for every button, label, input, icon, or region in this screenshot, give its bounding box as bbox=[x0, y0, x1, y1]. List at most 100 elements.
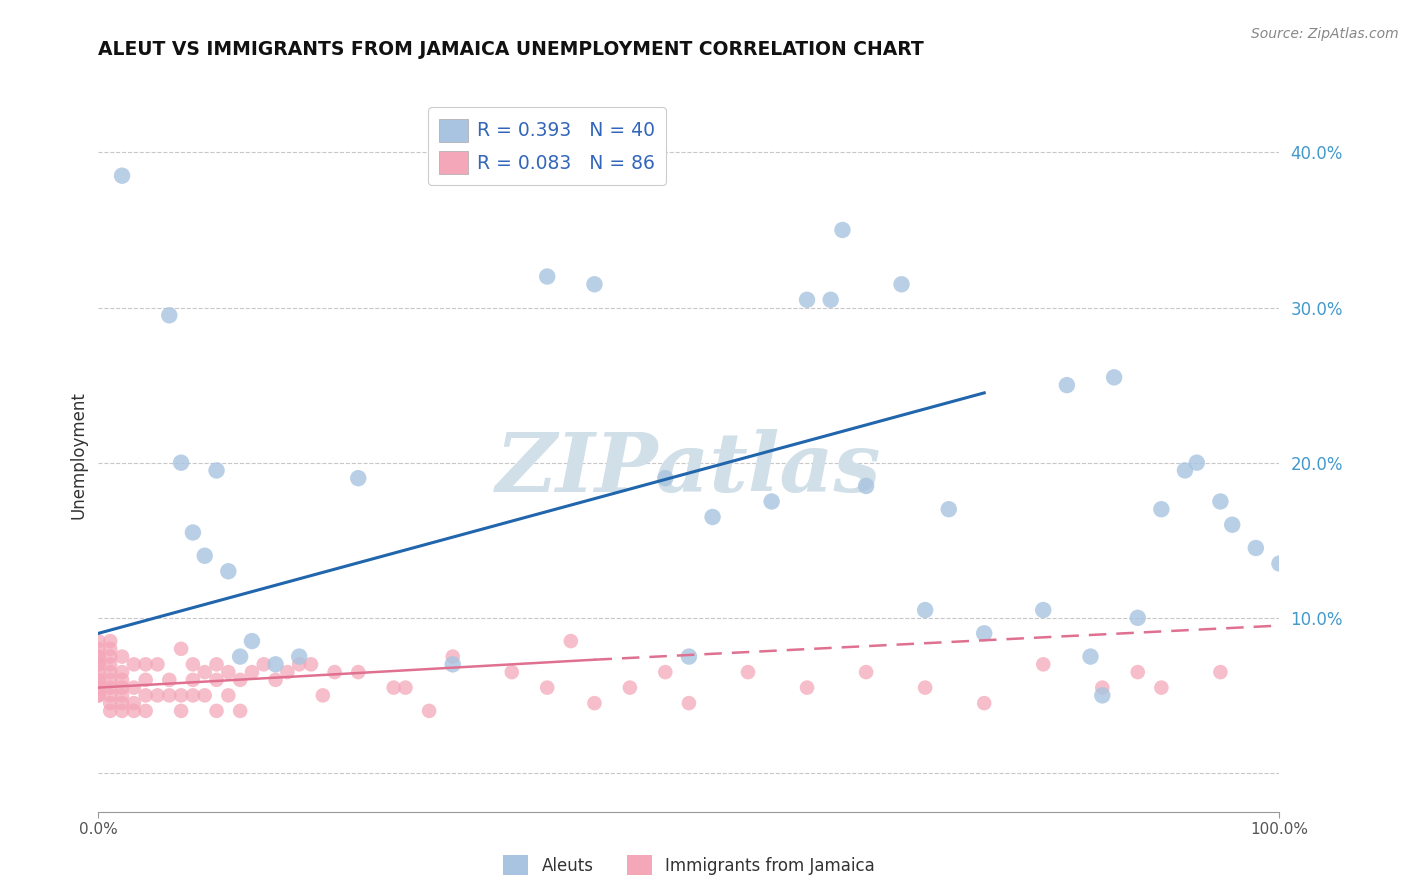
Point bbox=[170, 689, 193, 703]
Point bbox=[98, 641, 121, 656]
Y-axis label: Unemployment: Unemployment bbox=[69, 391, 87, 519]
Point bbox=[146, 657, 169, 672]
Point bbox=[820, 293, 842, 307]
Point bbox=[135, 689, 157, 703]
Point bbox=[382, 681, 405, 695]
Point bbox=[194, 549, 217, 563]
Point bbox=[87, 689, 110, 703]
Point bbox=[205, 673, 228, 687]
Point bbox=[181, 689, 204, 703]
Point bbox=[1126, 611, 1149, 625]
Point bbox=[157, 673, 180, 687]
Point bbox=[796, 681, 818, 695]
Point bbox=[157, 689, 180, 703]
Point bbox=[418, 704, 440, 718]
Text: ALEUT VS IMMIGRANTS FROM JAMAICA UNEMPLOYMENT CORRELATION CHART: ALEUT VS IMMIGRANTS FROM JAMAICA UNEMPLO… bbox=[98, 40, 924, 59]
Point bbox=[170, 456, 193, 470]
Point bbox=[737, 665, 759, 679]
Point bbox=[181, 657, 204, 672]
Point bbox=[87, 657, 110, 672]
Point bbox=[135, 673, 157, 687]
Point bbox=[229, 704, 252, 718]
Point bbox=[217, 665, 239, 679]
Point bbox=[135, 704, 157, 718]
Point bbox=[111, 673, 134, 687]
Point bbox=[98, 696, 121, 710]
Point bbox=[98, 657, 121, 672]
Point bbox=[678, 649, 700, 664]
Point bbox=[1091, 681, 1114, 695]
Point bbox=[122, 704, 145, 718]
Point bbox=[347, 471, 370, 485]
Point bbox=[890, 277, 912, 292]
Point bbox=[98, 634, 121, 648]
Point bbox=[1174, 463, 1197, 477]
Point bbox=[98, 673, 121, 687]
Point bbox=[761, 494, 783, 508]
Point bbox=[253, 657, 276, 672]
Point bbox=[1244, 541, 1267, 555]
Point bbox=[264, 673, 287, 687]
Point bbox=[135, 657, 157, 672]
Point bbox=[299, 657, 322, 672]
Point bbox=[264, 657, 287, 672]
Point bbox=[288, 649, 311, 664]
Point bbox=[560, 634, 582, 648]
Point bbox=[87, 681, 110, 695]
Point bbox=[1102, 370, 1125, 384]
Point bbox=[87, 665, 110, 679]
Point bbox=[312, 689, 335, 703]
Point bbox=[111, 681, 134, 695]
Point bbox=[796, 293, 818, 307]
Point bbox=[276, 665, 298, 679]
Point bbox=[98, 681, 121, 695]
Point bbox=[831, 223, 853, 237]
Point bbox=[87, 673, 110, 687]
Point bbox=[111, 696, 134, 710]
Point bbox=[1056, 378, 1078, 392]
Point bbox=[170, 641, 193, 656]
Point bbox=[501, 665, 523, 679]
Point bbox=[1080, 649, 1102, 664]
Point bbox=[583, 696, 606, 710]
Point bbox=[98, 704, 121, 718]
Point bbox=[87, 649, 110, 664]
Point bbox=[323, 665, 346, 679]
Point bbox=[98, 689, 121, 703]
Point bbox=[240, 634, 263, 648]
Point bbox=[122, 657, 145, 672]
Point bbox=[583, 277, 606, 292]
Point bbox=[536, 269, 558, 284]
Point bbox=[87, 634, 110, 648]
Point bbox=[654, 665, 676, 679]
Text: ZIPatlas: ZIPatlas bbox=[496, 429, 882, 509]
Point bbox=[111, 689, 134, 703]
Point bbox=[1032, 657, 1054, 672]
Point bbox=[205, 657, 228, 672]
Point bbox=[654, 471, 676, 485]
Point bbox=[146, 689, 169, 703]
Point bbox=[217, 564, 239, 578]
Point bbox=[157, 308, 180, 322]
Point bbox=[205, 463, 228, 477]
Point bbox=[181, 673, 204, 687]
Point bbox=[217, 689, 239, 703]
Point bbox=[855, 479, 877, 493]
Point bbox=[1185, 456, 1208, 470]
Point bbox=[111, 665, 134, 679]
Point bbox=[702, 510, 724, 524]
Point bbox=[1091, 689, 1114, 703]
Point bbox=[194, 665, 217, 679]
Point bbox=[111, 649, 134, 664]
Point bbox=[87, 657, 110, 672]
Point bbox=[1032, 603, 1054, 617]
Point bbox=[87, 641, 110, 656]
Point bbox=[394, 681, 416, 695]
Point bbox=[973, 626, 995, 640]
Point bbox=[536, 681, 558, 695]
Point bbox=[973, 696, 995, 710]
Point bbox=[619, 681, 641, 695]
Point bbox=[111, 704, 134, 718]
Point bbox=[1268, 557, 1291, 571]
Point bbox=[441, 649, 464, 664]
